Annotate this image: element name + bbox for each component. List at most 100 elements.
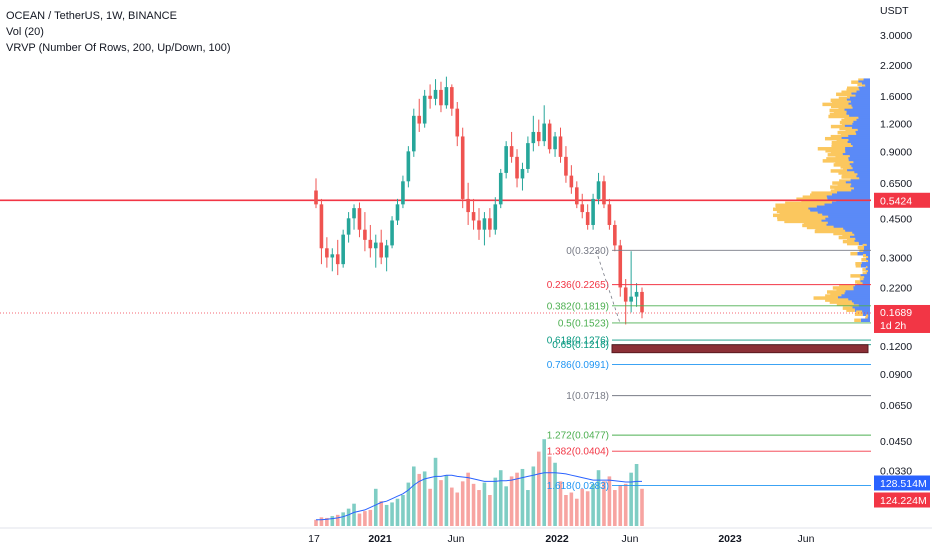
vrvp-row-up — [851, 165, 870, 169]
candle — [314, 178, 318, 209]
vrvp-row-down — [828, 114, 850, 119]
vrvp-row-up — [857, 128, 870, 133]
vrvp-row-down — [859, 276, 865, 280]
vrvp-row-down — [802, 195, 827, 199]
candle-body — [498, 172, 503, 205]
vrvp-row-down — [859, 278, 864, 282]
fib-trend-line — [595, 250, 621, 324]
time-axis[interactable]: 17 2021 Jun 2022 Jun 2023 Jun — [0, 527, 932, 545]
time-tick-label: 2022 — [545, 533, 569, 545]
vrvp-row-up — [863, 249, 870, 254]
candle-body — [460, 136, 465, 199]
volume-bar — [401, 495, 405, 526]
vrvp-row-up — [853, 120, 870, 125]
vrvp-row-down — [841, 118, 857, 123]
vrvp-row-up — [865, 268, 870, 272]
candle — [558, 127, 563, 163]
vrvp-row-down — [835, 161, 854, 165]
price-axis[interactable]: USDT 3.0000 2.2000 1.6000 1.2000 0.9000 0.6500… — [871, 0, 932, 528]
vrvp-row-up — [848, 159, 870, 163]
vrvp-row-down — [832, 286, 854, 290]
time-tick-label: 2021 — [368, 533, 392, 545]
volume-bar — [634, 464, 639, 526]
time-tick-label: Jun — [798, 533, 815, 545]
vrvp-row-down — [859, 247, 864, 252]
vrvp-row-down — [825, 294, 842, 298]
candle-body — [618, 245, 623, 288]
candle-body — [531, 131, 536, 144]
vrvp-row-up — [856, 132, 870, 137]
vrvp-row-up — [856, 90, 870, 95]
candle — [395, 198, 400, 225]
vrvp-row-down — [817, 147, 846, 151]
vrvp-row-up — [859, 177, 870, 181]
volume-bar — [352, 503, 356, 526]
vrvp-row-up — [837, 296, 870, 300]
vrvp-row-up — [860, 280, 870, 284]
fib-level: 1.382(0.0404) — [547, 447, 872, 458]
candle-body — [623, 287, 628, 302]
volume-indicator-label[interactable]: Vol (20) — [6, 26, 44, 38]
vrvp-row-up — [857, 251, 870, 256]
vrvp-row-up — [831, 193, 870, 197]
vrvp-row-up — [846, 110, 870, 115]
candle-body — [477, 220, 481, 230]
candle-body — [319, 204, 324, 249]
volume-bar — [515, 472, 519, 526]
vrvp-row-up — [858, 80, 870, 84]
volume-ma-tag: 128.514M — [880, 478, 927, 490]
candle-body — [640, 291, 644, 313]
candle — [542, 105, 546, 147]
vrvp-row-up — [856, 175, 870, 179]
vrvp-row-up — [808, 207, 870, 212]
vrvp-row-down — [840, 165, 852, 169]
vrvp-row-down — [836, 138, 849, 143]
candle — [575, 181, 579, 209]
vrvp-row-up — [855, 237, 870, 242]
vrvp-row-up — [850, 179, 870, 183]
candle — [341, 229, 345, 268]
vrvp-row-down — [825, 149, 846, 153]
volume-bar — [368, 509, 373, 526]
horizontal-level-tag: 0.5424 — [880, 195, 912, 207]
vrvp-indicator-label[interactable]: VRVP (Number Of Rows, 200, Up/Down, 100) — [6, 42, 231, 54]
vrvp-row-down — [841, 90, 857, 95]
volume-bar — [623, 483, 628, 526]
vrvp-row-up — [841, 294, 870, 298]
volume-bar — [439, 480, 443, 526]
candle-body — [384, 245, 389, 258]
price-tick-label: 2.2000 — [880, 60, 912, 72]
vrvp-row-up — [851, 92, 870, 97]
vrvp-row-up — [828, 215, 870, 220]
vrvp-row-down — [838, 171, 855, 175]
vrvp-row-down — [809, 193, 832, 197]
symbol-title[interactable]: OCEAN / TetherUS, 1W, BINANCE — [6, 10, 177, 22]
candle-body — [368, 239, 373, 249]
candle — [634, 283, 639, 307]
vrvp-row-down — [775, 203, 825, 208]
vrvp-row-up — [846, 112, 870, 117]
vrvp-row-down — [836, 302, 854, 306]
vrvp-row-down — [834, 187, 854, 191]
candle — [591, 193, 595, 230]
vrvp-row-down — [829, 300, 852, 304]
vrvp-row-down — [829, 112, 847, 117]
candle-body — [580, 204, 585, 213]
vrvp-row-up — [855, 130, 870, 135]
vrvp-row-up — [848, 298, 870, 302]
vrvp-row-down — [842, 173, 858, 177]
volume-bar — [341, 512, 345, 526]
vrvp-row-up — [853, 302, 870, 306]
candle-body — [602, 181, 606, 205]
last-price-tag: 0.1689 — [880, 307, 912, 319]
vrvp-row-down — [832, 181, 846, 185]
vrvp-row-up — [822, 213, 870, 218]
candle-body — [433, 89, 438, 99]
vrvp-row-up — [866, 257, 870, 262]
vrvp-row-down — [822, 159, 849, 163]
time-tick-label: 2023 — [718, 533, 742, 545]
candle-body — [417, 115, 422, 124]
vrvp-row-down — [845, 128, 858, 133]
fibonacci-retracement[interactable]: 0(0.3230) 0.236(0.2265) 0.382(0.1819) 0.5(0… — [547, 246, 872, 492]
